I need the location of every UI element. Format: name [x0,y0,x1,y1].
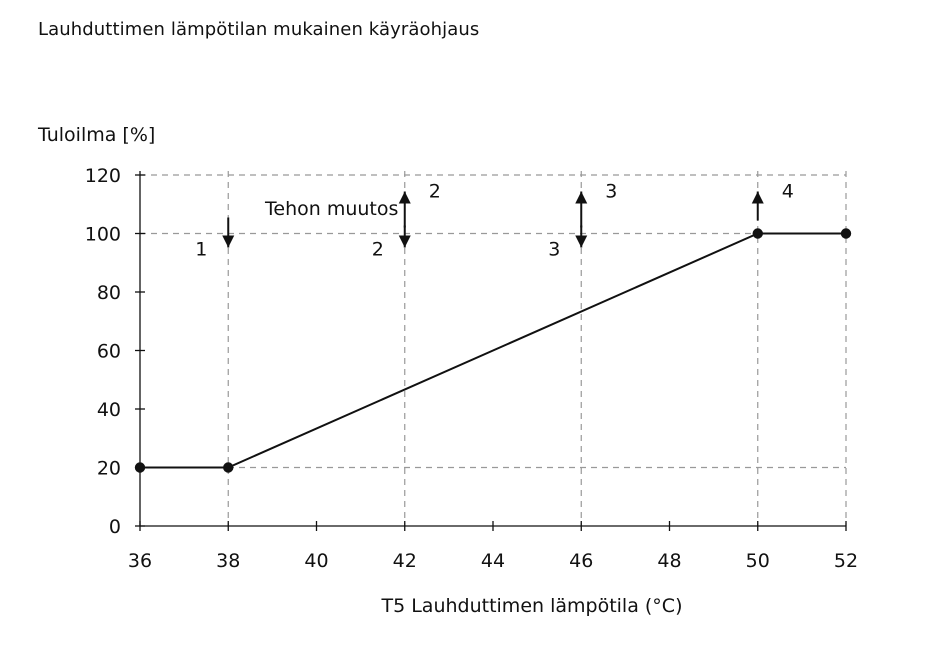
y-tick-label-40: 40 [97,399,121,421]
marker-label-up-50: 4 [782,181,794,203]
arrow-down-38-head [222,235,235,248]
x-tick-label-50: 50 [746,550,770,572]
arrow-up-46-head [575,191,588,204]
x-axis-label: T5 Lauhduttimen lämpötila (°C) [380,595,682,617]
y-tick-label-0: 0 [109,516,121,538]
marker-label-down-38: 1 [195,239,207,261]
x-tick-label-52: 52 [834,550,858,572]
arrow-up-42-head [398,191,411,204]
y-axis-label: Tuloilma [%] [37,124,155,146]
x-tick-label-42: 42 [393,550,417,572]
marker-label-down-42: 2 [372,239,384,261]
arrow-down-46-head [575,235,588,248]
chart-title: Lauhduttimen lämpötilan mukainen käyräoh… [38,19,480,40]
x-tick-label-40: 40 [304,550,328,572]
annotation-tehon-muutos: Tehon muutos [264,198,398,220]
data-point-36 [134,462,146,473]
y-tick-label-60: 60 [97,341,121,363]
y-tick-label-100: 100 [85,224,121,246]
marker-label-up-46: 3 [605,181,617,203]
x-tick-label-36: 36 [128,550,152,572]
x-tick-label-44: 44 [481,550,505,572]
y-tick-label-120: 120 [85,165,121,187]
y-tick-label-20: 20 [97,458,121,480]
data-point-52 [840,228,852,239]
arrow-up-50-head [751,191,764,204]
x-tick-label-48: 48 [657,550,681,572]
x-tick-label-38: 38 [216,550,240,572]
x-tick-label-46: 46 [569,550,593,572]
marker-label-down-46: 3 [548,239,560,261]
marker-label-up-42: 2 [429,181,441,203]
y-tick-label-80: 80 [97,282,121,304]
data-point-38 [223,462,234,473]
arrow-down-42-head [398,235,411,248]
data-point-50 [752,228,763,239]
series-line-0 [140,232,846,469]
